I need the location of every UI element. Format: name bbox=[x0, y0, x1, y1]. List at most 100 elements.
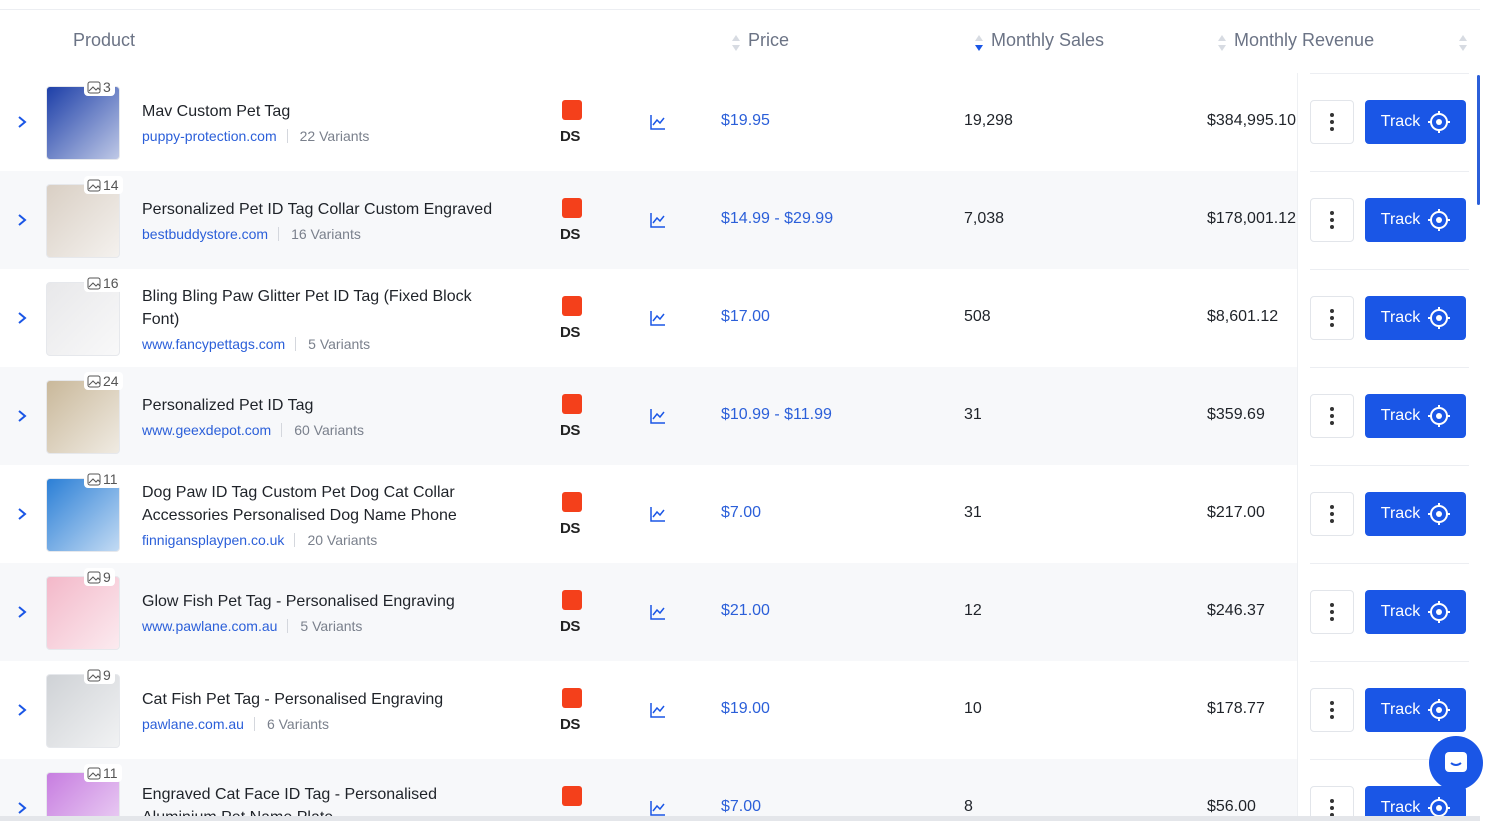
column-header[interactable]: Monthly Sales bbox=[991, 30, 1105, 50]
product-image[interactable] bbox=[46, 674, 120, 748]
store-link[interactable]: www.geexdepot.com bbox=[142, 422, 272, 438]
product-info: Personalized Pet ID Tag www.geexdepot.com… bbox=[142, 367, 512, 465]
column-header[interactable]: Monthly Revenue bbox=[1234, 30, 1375, 50]
product-image[interactable] bbox=[46, 478, 120, 552]
product-image[interactable] bbox=[46, 576, 120, 650]
track-label[interactable]: Track bbox=[1380, 407, 1421, 424]
table-row[interactable]: 11 Engraved Cat Face ID Tag - Personalise… bbox=[0, 759, 1481, 821]
product-title[interactable]: Mav Custom Pet Tag bbox=[142, 103, 291, 120]
expand-button[interactable] bbox=[15, 212, 29, 233]
price: $7.00 bbox=[721, 798, 762, 815]
table-row[interactable]: 16 Bling Bling Paw Glitter Pet ID Tag (Fi… bbox=[0, 269, 1481, 367]
store-link[interactable]: bestbuddystore.com bbox=[142, 226, 269, 242]
store-link[interactable]: www.pawlane.com.au bbox=[142, 618, 278, 634]
track-button[interactable]: Track bbox=[1365, 492, 1466, 536]
variant-count: 22 Variants bbox=[299, 128, 370, 144]
product-image[interactable] bbox=[46, 184, 120, 258]
product-title[interactable]: Dog Paw ID Tag Custom Pet Dog Cat Collar… bbox=[142, 483, 457, 524]
sort-icon[interactable] bbox=[1458, 33, 1467, 53]
table-row[interactable]: 3 Mav Custom Pet Tag puppy-protection.com 2… bbox=[0, 73, 1481, 171]
more-button[interactable] bbox=[1310, 688, 1354, 732]
trend-icon[interactable] bbox=[650, 310, 666, 331]
expand-button[interactable] bbox=[15, 114, 29, 135]
chat-button[interactable] bbox=[1429, 736, 1483, 790]
image-count-value: 24 bbox=[103, 373, 119, 389]
store-link[interactable]: finnigansplaypen.co.uk bbox=[142, 531, 285, 548]
track-button[interactable]: Track bbox=[1365, 590, 1466, 634]
separator bbox=[286, 129, 288, 143]
product-image[interactable] bbox=[46, 380, 120, 454]
separator bbox=[287, 619, 289, 633]
product-title[interactable]: Personalized Pet ID Tag Collar Custom En… bbox=[142, 201, 493, 218]
image-count-value: 14 bbox=[103, 177, 119, 193]
more-button[interactable] bbox=[1310, 394, 1354, 438]
column-header[interactable]: Price bbox=[748, 30, 790, 50]
product-title[interactable]: Cat Fish Pet Tag - Personalised Engravin… bbox=[142, 691, 444, 708]
expand-button[interactable] bbox=[15, 506, 29, 527]
track-label[interactable]: Track bbox=[1380, 799, 1421, 816]
trend-icon[interactable] bbox=[650, 114, 666, 135]
store-link[interactable]: www.fancypettags.com bbox=[142, 335, 286, 352]
expand-button[interactable] bbox=[15, 604, 29, 625]
image-count-value: 9 bbox=[103, 569, 111, 585]
table-row[interactable]: 9 Cat Fish Pet Tag - Personalised Engravi… bbox=[0, 661, 1481, 759]
track-label[interactable]: Track bbox=[1380, 113, 1421, 130]
expand-button[interactable] bbox=[15, 310, 29, 331]
monthly-sales: 508 bbox=[964, 308, 991, 325]
row-actions: Track bbox=[1297, 563, 1481, 661]
price: $17.00 bbox=[721, 308, 770, 325]
trend-icon[interactable] bbox=[650, 506, 666, 527]
track-button[interactable]: Track bbox=[1365, 394, 1466, 438]
more-button[interactable] bbox=[1310, 100, 1354, 144]
product-image[interactable] bbox=[46, 282, 120, 356]
shop-icon bbox=[562, 394, 582, 414]
track-label[interactable]: Track bbox=[1380, 701, 1421, 718]
trend-icon[interactable] bbox=[650, 212, 666, 233]
more-button[interactable] bbox=[1310, 786, 1354, 821]
trend-icon[interactable] bbox=[650, 702, 666, 723]
expand-button[interactable] bbox=[15, 800, 29, 821]
more-button[interactable] bbox=[1310, 590, 1354, 634]
track-label[interactable]: Track bbox=[1380, 211, 1421, 228]
ds-badge: DS bbox=[560, 618, 580, 635]
product-meta: puppy-protection.com 22 Variants bbox=[142, 128, 512, 144]
track-button[interactable]: Track bbox=[1365, 100, 1466, 144]
product-info: Cat Fish Pet Tag - Personalised Engravin… bbox=[142, 661, 512, 759]
track-button[interactable]: Track bbox=[1365, 198, 1466, 242]
product-image[interactable] bbox=[46, 86, 120, 160]
table-row[interactable]: 9 Glow Fish Pet Tag - Personalised Engrav… bbox=[0, 563, 1481, 661]
product-title[interactable]: Bling Bling Paw Glitter Pet ID Tag (Fixe… bbox=[142, 287, 472, 328]
track-label[interactable]: Track bbox=[1380, 309, 1421, 326]
store-link[interactable]: puppy-protection.com bbox=[142, 128, 277, 144]
track-icon bbox=[1428, 699, 1451, 721]
table-row[interactable]: 11 Dog Paw ID Tag Custom Pet Dog Cat Coll… bbox=[0, 465, 1481, 563]
product-meta: www.pawlane.com.au 5 Variants bbox=[142, 618, 512, 634]
product-info: Mav Custom Pet Tag puppy-protection.com 22… bbox=[142, 73, 512, 171]
table-row[interactable]: 14 Personalized Pet ID Tag Collar Custom … bbox=[0, 171, 1481, 269]
track-label[interactable]: Track bbox=[1380, 505, 1421, 522]
more-button[interactable] bbox=[1310, 198, 1354, 242]
store-link[interactable]: pawlane.com.au bbox=[142, 716, 244, 732]
sort-icon[interactable] bbox=[974, 33, 983, 53]
price: $10.99 - $11.99 bbox=[721, 406, 832, 423]
monthly-sales: 12 bbox=[964, 602, 982, 619]
sort-icon[interactable] bbox=[1217, 33, 1226, 53]
trend-icon[interactable] bbox=[650, 800, 666, 821]
track-button[interactable]: Track bbox=[1365, 296, 1466, 340]
more-button[interactable] bbox=[1310, 296, 1354, 340]
more-button[interactable] bbox=[1310, 492, 1354, 536]
product-title[interactable]: Personalized Pet ID Tag bbox=[142, 397, 314, 414]
expand-button[interactable] bbox=[15, 408, 29, 429]
separator bbox=[278, 227, 280, 241]
track-label[interactable]: Track bbox=[1380, 603, 1421, 620]
product-title[interactable]: Glow Fish Pet Tag - Personalised Engravi… bbox=[142, 593, 455, 610]
trend-icon[interactable] bbox=[650, 408, 666, 429]
monthly-sales: 31 bbox=[964, 504, 982, 521]
trend-icon[interactable] bbox=[650, 604, 666, 625]
sort-icon[interactable] bbox=[731, 33, 740, 53]
expand-button[interactable] bbox=[15, 702, 29, 723]
table-row[interactable]: 24 Personalized Pet ID Tag www.geexdepot.c… bbox=[0, 367, 1481, 465]
monthly-revenue: $178,001.12 bbox=[1207, 210, 1296, 227]
track-button[interactable]: Track bbox=[1365, 688, 1466, 732]
